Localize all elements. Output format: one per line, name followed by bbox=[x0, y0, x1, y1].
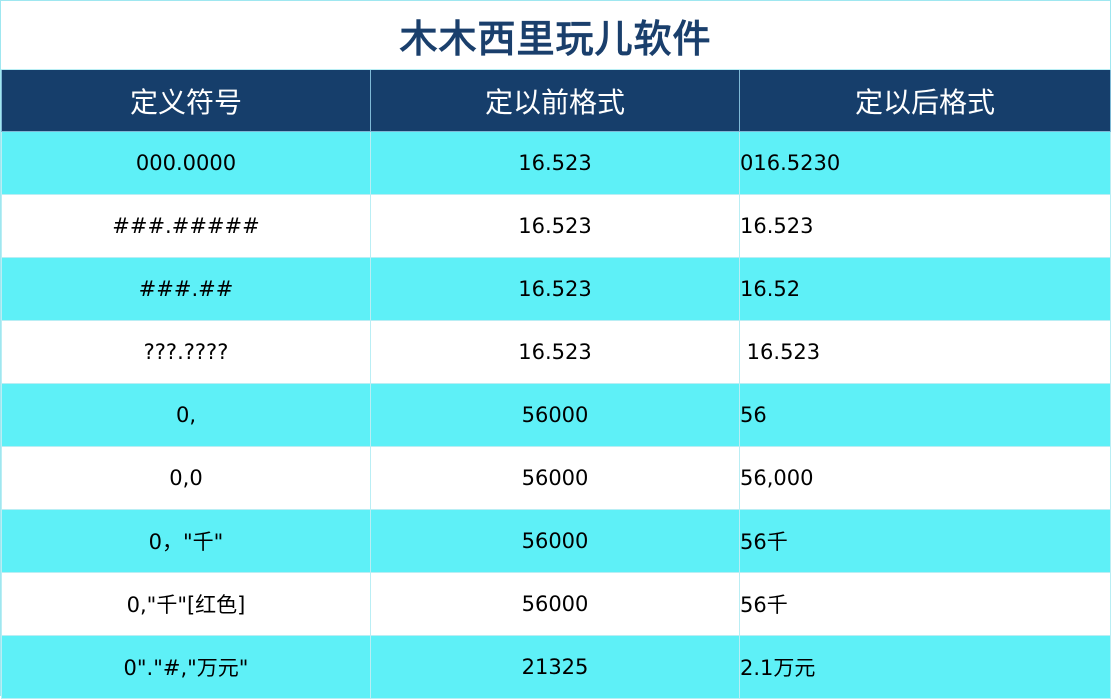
table-row: 0，"千" 56000 56千 bbox=[1, 509, 1111, 573]
table-row: 0,0 56000 56,000 bbox=[1, 446, 1111, 510]
symbol-cell[interactable]: ???.???? bbox=[1, 320, 371, 384]
header-row: 定义符号 定以前格式 定以后格式 bbox=[1, 70, 1111, 132]
symbol-cell[interactable]: ###.## bbox=[1, 257, 371, 321]
symbol-cell[interactable]: 0，"千" bbox=[1, 509, 371, 573]
after-cell[interactable]: 56 bbox=[739, 383, 1111, 447]
after-cell[interactable]: 56千 bbox=[739, 509, 1111, 573]
before-cell[interactable]: 16.523 bbox=[370, 257, 740, 321]
table-row: ###.##### 16.523 16.523 bbox=[1, 194, 1111, 258]
after-cell[interactable]: 016.5230 bbox=[739, 131, 1111, 195]
table-row: ###.## 16.523 16.52 bbox=[1, 257, 1111, 321]
before-cell[interactable]: 56000 bbox=[370, 383, 740, 447]
header-cell-symbol[interactable]: 定义符号 bbox=[1, 70, 371, 132]
after-cell[interactable]: 2.1万元 bbox=[739, 635, 1111, 699]
before-cell[interactable]: 16.523 bbox=[370, 131, 740, 195]
before-cell[interactable]: 16.523 bbox=[370, 320, 740, 384]
symbol-cell[interactable]: ###.##### bbox=[1, 194, 371, 258]
header-cell-after[interactable]: 定以后格式 bbox=[739, 70, 1111, 132]
before-cell[interactable]: 56000 bbox=[370, 446, 740, 510]
before-cell[interactable]: 16.523 bbox=[370, 194, 740, 258]
table-row: ???.???? 16.523 16.523 bbox=[1, 320, 1111, 384]
symbol-cell[interactable]: 0,"千"[红色] bbox=[1, 572, 371, 636]
before-cell[interactable]: 21325 bbox=[370, 635, 740, 699]
before-cell[interactable]: 56000 bbox=[370, 572, 740, 636]
sheet-title: 木木西里玩儿软件 bbox=[1, 1, 1110, 70]
symbol-cell[interactable]: 0, bbox=[1, 383, 371, 447]
symbol-cell[interactable]: 0"."#,"万元" bbox=[1, 635, 371, 699]
after-cell[interactable]: 56千 bbox=[739, 572, 1111, 636]
table-row: 000.0000 16.523 016.5230 bbox=[1, 131, 1111, 195]
header-cell-before[interactable]: 定以前格式 bbox=[370, 70, 740, 132]
before-cell[interactable]: 56000 bbox=[370, 509, 740, 573]
after-cell[interactable]: 16.523 bbox=[739, 320, 1111, 384]
symbol-cell[interactable]: 000.0000 bbox=[1, 131, 371, 195]
after-cell[interactable]: 16.523 bbox=[739, 194, 1111, 258]
format-table: 定义符号 定以前格式 定以后格式 000.0000 16.523 016.523… bbox=[1, 70, 1111, 699]
after-cell[interactable]: 16.52 bbox=[739, 257, 1111, 321]
after-cell[interactable]: 56,000 bbox=[739, 446, 1111, 510]
table-row: 0"."#,"万元" 21325 2.1万元 bbox=[1, 635, 1111, 699]
table-row: 0,"千"[红色] 56000 56千 bbox=[1, 572, 1111, 636]
table-row: 0, 56000 56 bbox=[1, 383, 1111, 447]
symbol-cell[interactable]: 0,0 bbox=[1, 446, 371, 510]
